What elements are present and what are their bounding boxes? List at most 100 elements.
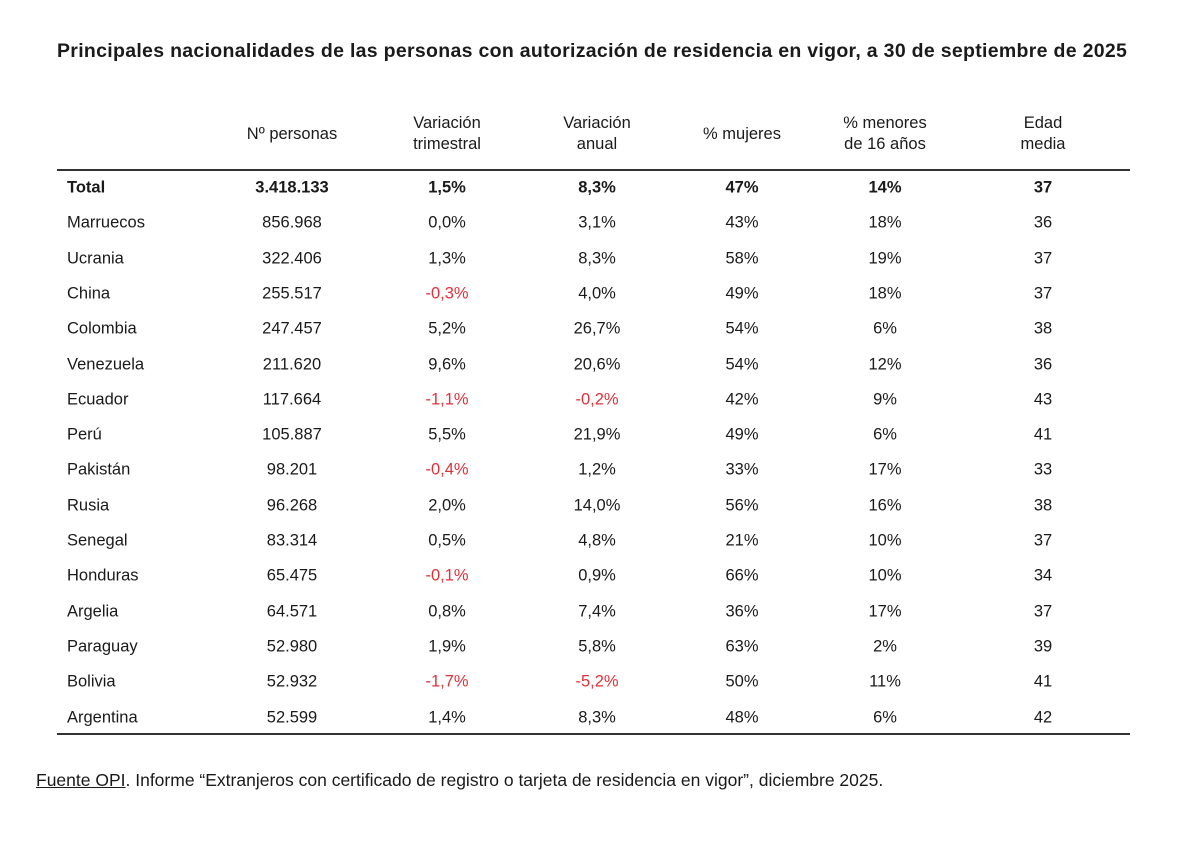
cell: 21% [725, 531, 759, 550]
cell: 58% [725, 249, 759, 268]
cell: 9% [873, 390, 897, 409]
row-label: Bolivia [67, 672, 116, 691]
cell: 49% [725, 284, 759, 303]
cell: 8,3% [578, 249, 616, 268]
cell: 96.268 [266, 496, 318, 515]
cell: 36 [1033, 355, 1053, 373]
cell: 64.571 [266, 602, 318, 621]
cell: 54% [725, 355, 759, 373]
bottom-rule [57, 733, 1130, 735]
column-header: Edad media [1021, 113, 1066, 155]
cell: 3.418.133 [255, 178, 329, 197]
header-line: trimestral [413, 135, 481, 153]
cell: 9,6% [428, 355, 466, 373]
cell: 65.475 [266, 566, 318, 585]
cell: 12% [868, 355, 902, 373]
cell: 7,4% [578, 602, 616, 621]
column-header: Variación anual [563, 113, 631, 155]
cell: -1,7% [425, 672, 469, 691]
header-line: Variación [413, 114, 481, 132]
cell: 33 [1033, 460, 1053, 479]
cell: 5,5% [428, 425, 466, 444]
cell: 48% [725, 708, 759, 726]
cell: 856.968 [262, 213, 322, 232]
row-label: China [67, 284, 111, 303]
cell: 0,9% [578, 566, 616, 585]
cell: 42% [725, 390, 759, 409]
cell: 43 [1033, 390, 1053, 409]
header-line: Edad [1023, 114, 1063, 132]
cell: -0,1% [425, 566, 469, 585]
cell: 10% [868, 531, 902, 550]
cell: 16% [868, 496, 902, 515]
cell: 54% [725, 319, 759, 338]
header-line: Nº personas [246, 125, 338, 143]
cell: 105.887 [262, 425, 322, 444]
row-label: Argelia [67, 602, 119, 621]
cell: 1,3% [428, 249, 466, 268]
header-line: % menores [843, 114, 927, 132]
column-header: % menores de 16 años [843, 113, 926, 155]
cell: 49% [725, 425, 759, 444]
cell: 5,2% [428, 319, 466, 338]
cell: 38 [1033, 319, 1053, 338]
row-label: Ucrania [67, 249, 124, 268]
header-line: de 16 años [844, 135, 926, 153]
cell: 52.599 [266, 708, 318, 726]
cell: 19% [868, 249, 902, 268]
row-label: Pakistán [67, 460, 131, 479]
source-text: . Informe “Extranjeros con certificado d… [125, 770, 884, 790]
title: Principales nacionalidades de las person… [57, 40, 1128, 62]
cell: -0,2% [575, 390, 619, 409]
cell: 42 [1033, 708, 1053, 726]
cell: 37 [1033, 531, 1053, 550]
row-label: Colombia [67, 319, 137, 338]
cell: -1,1% [425, 390, 469, 409]
cell: 26,7% [573, 319, 621, 338]
source-link: Fuente OPI [36, 770, 126, 790]
row-label: Senegal [67, 531, 128, 550]
cell: 21,9% [573, 425, 621, 444]
cell: 52.932 [266, 672, 318, 691]
header-line: % mujeres [703, 125, 781, 143]
cell: 41 [1033, 425, 1053, 444]
cell: 11% [869, 672, 901, 691]
cell: 1,4% [428, 708, 466, 726]
cell: 66% [725, 566, 759, 585]
cell: 1,5% [428, 178, 466, 197]
cell: 5,8% [578, 637, 616, 656]
cell: 117.664 [262, 390, 322, 409]
cell: 17% [868, 460, 902, 479]
cell: -5,2% [575, 672, 619, 691]
cell: 36 [1033, 213, 1053, 232]
cell: 2,0% [428, 496, 466, 515]
header-line: media [1020, 135, 1066, 153]
cell: 18% [868, 213, 902, 232]
cell: 2% [873, 637, 897, 656]
cell: 36% [725, 602, 759, 621]
row-label: Honduras [67, 566, 139, 585]
row-label: Total [67, 178, 106, 197]
row-label: Perú [67, 425, 102, 444]
row-label: Ecuador [67, 390, 129, 409]
cell: 50% [725, 672, 759, 691]
cell: 37 [1033, 284, 1053, 303]
cell: 0,0% [428, 213, 466, 232]
cell: 39 [1033, 637, 1053, 656]
cell: 41 [1033, 672, 1053, 691]
row-label: Venezuela [67, 355, 145, 373]
cell: 255.517 [262, 284, 322, 303]
cell: 52.980 [266, 637, 318, 656]
cell: 83.314 [266, 531, 318, 550]
cell: 37 [1033, 602, 1053, 621]
cell: 4,8% [578, 531, 616, 550]
cell: 0,5% [428, 531, 466, 550]
cell: 38 [1033, 496, 1053, 515]
cell: 63% [725, 637, 759, 656]
cell: 43% [725, 213, 759, 232]
cell: 4,0% [578, 284, 616, 303]
row-label: Paraguay [67, 637, 138, 656]
cell: 1,2% [578, 460, 616, 479]
cell: 322.406 [262, 249, 322, 268]
header-line: anual [576, 135, 618, 153]
